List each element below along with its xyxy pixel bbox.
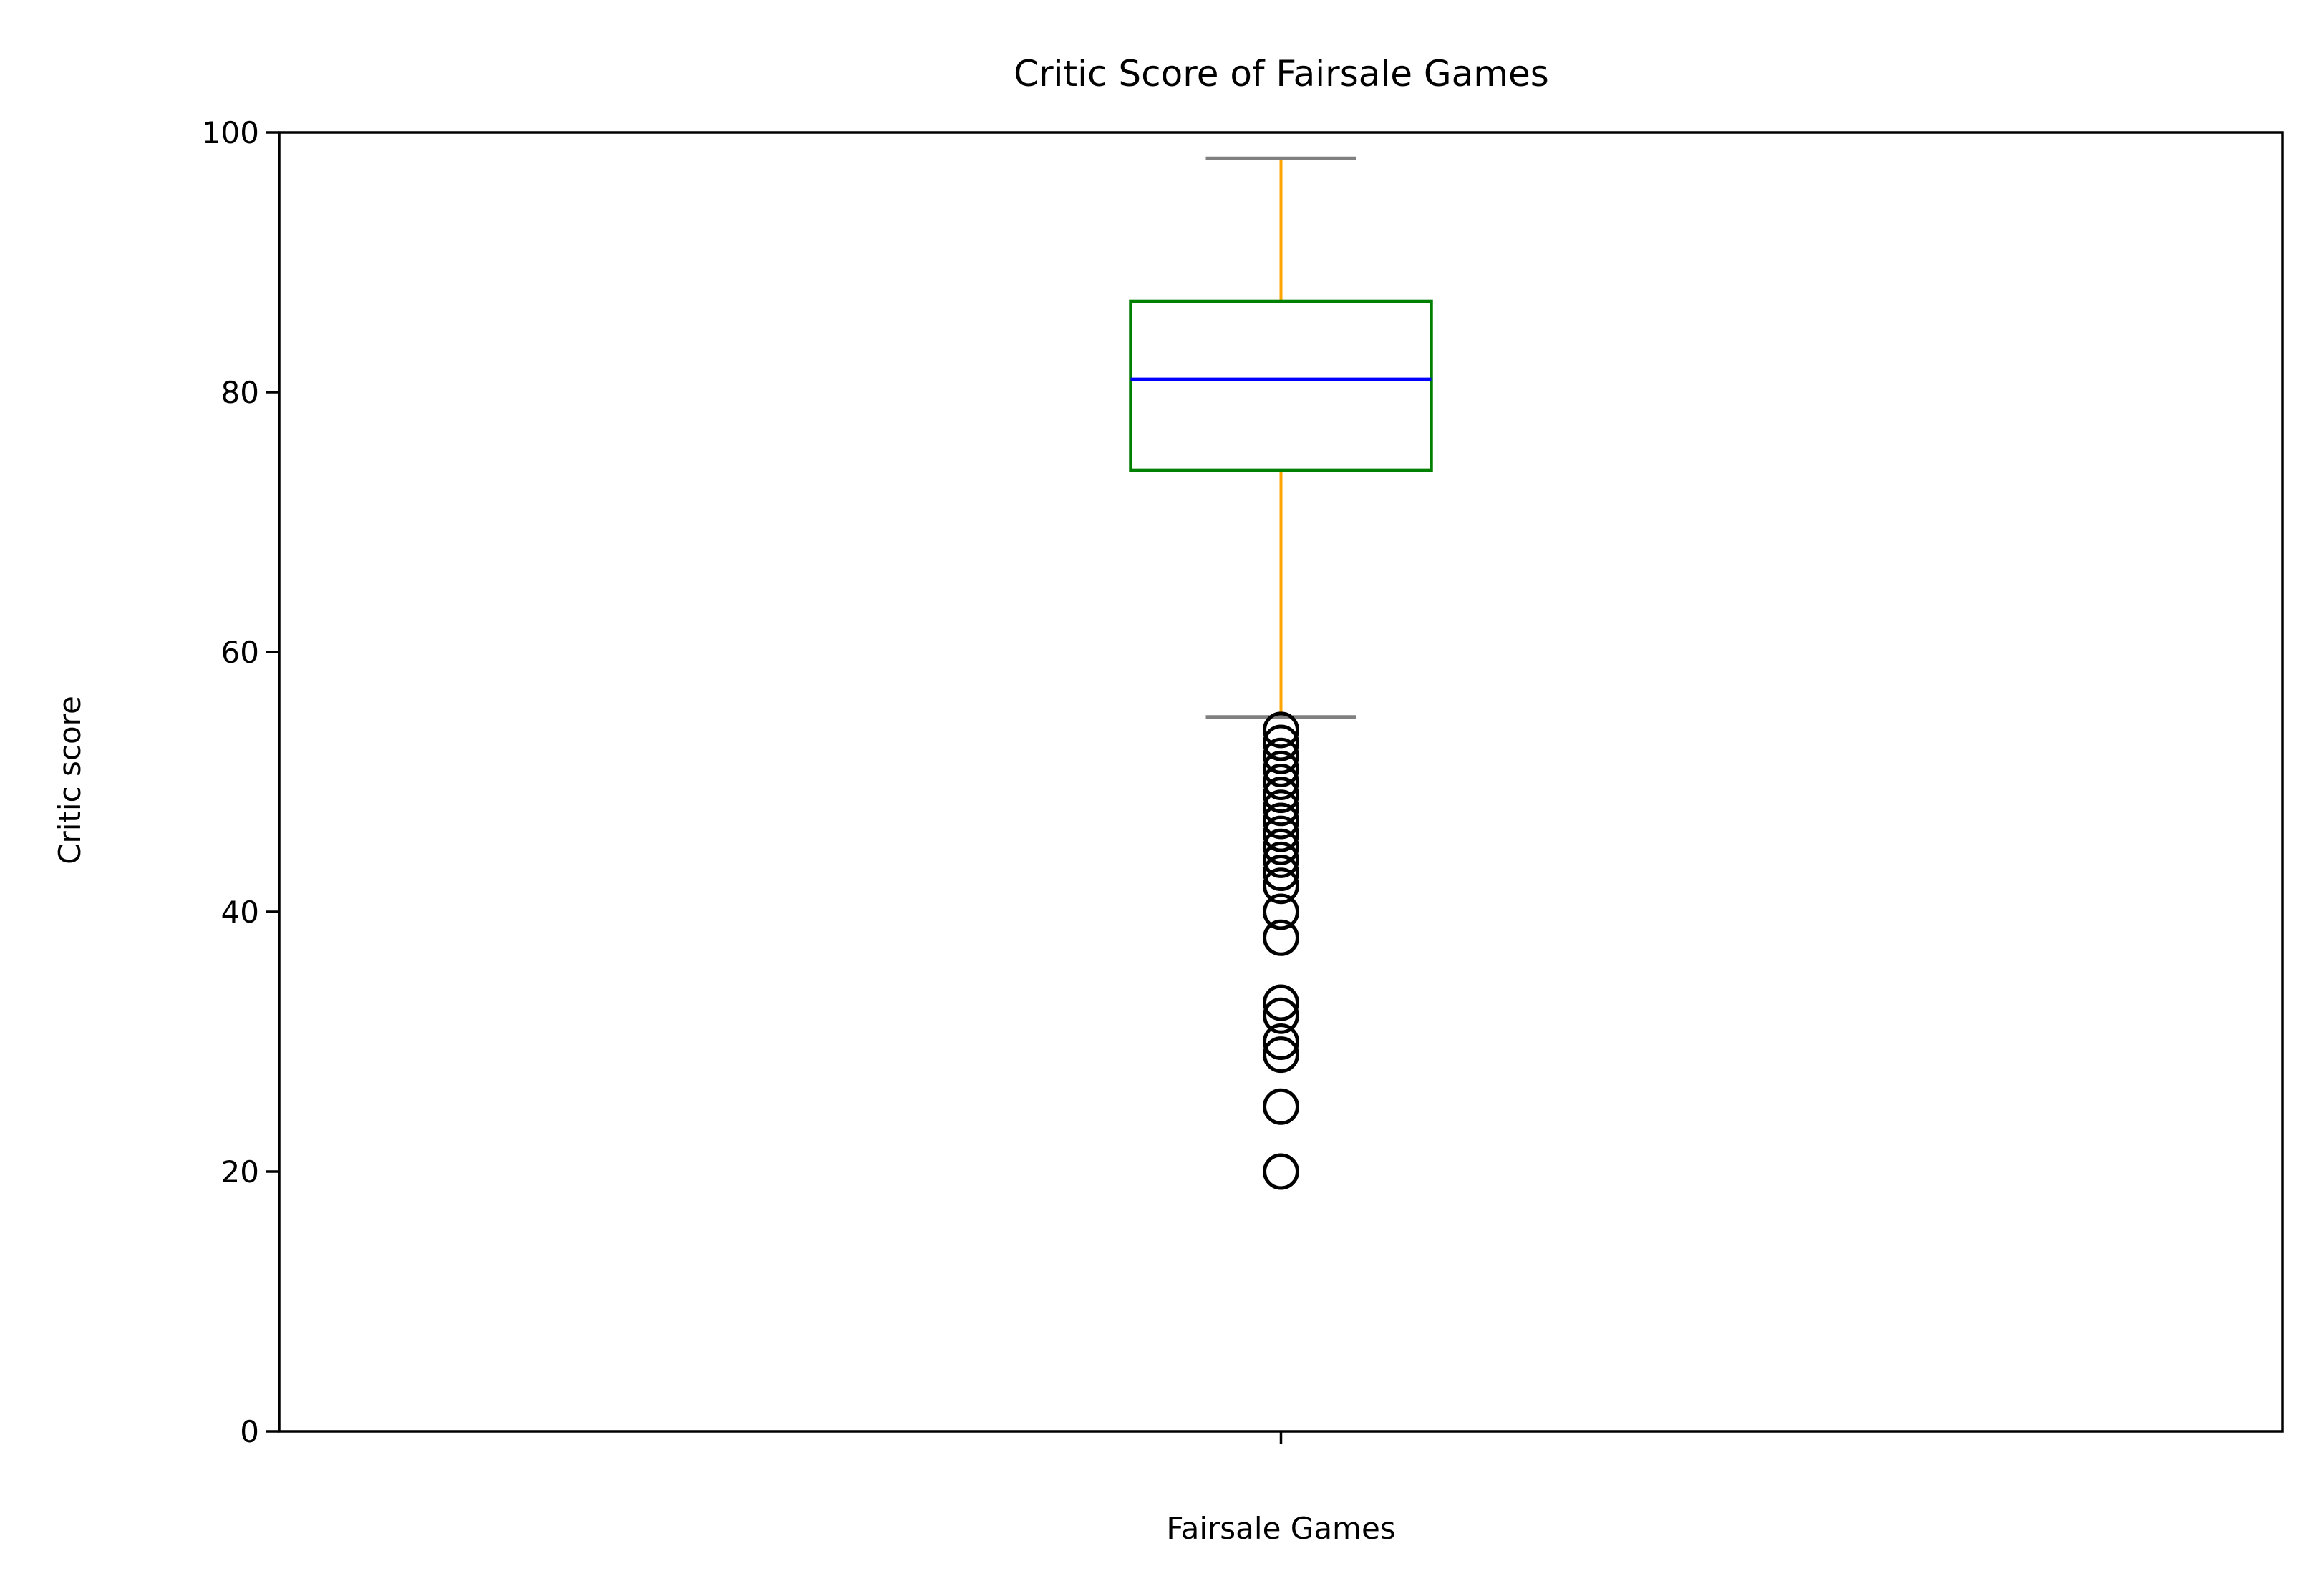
- y-axis-label: Critic score: [52, 696, 87, 865]
- outlier-point: [1263, 789, 1299, 827]
- outlier-point: [1263, 1023, 1299, 1060]
- y-tick-label: 60: [221, 635, 259, 670]
- plot-frame: [278, 131, 2284, 1433]
- outlier-point: [1263, 893, 1299, 930]
- outlier-point: [1263, 711, 1299, 749]
- outlier-point: [1263, 802, 1299, 840]
- outlier-point: [1263, 737, 1299, 774]
- outlier-point: [1263, 1153, 1299, 1190]
- x-tick-label: Fairsale Games: [1166, 1511, 1395, 1546]
- outlier-point: [1263, 1036, 1299, 1074]
- outlier-point: [1263, 764, 1299, 800]
- outlier-point: [1263, 750, 1299, 787]
- plot-area: 0 20 40 60 80 100 Fairsale Games: [202, 115, 1433, 1546]
- outlier-point: [1263, 855, 1299, 892]
- y-tick-label: 0: [240, 1414, 259, 1449]
- y-tick-label: 80: [221, 375, 259, 410]
- outlier-point: [1263, 841, 1299, 878]
- iqr-box: [1129, 299, 1433, 472]
- outlier-point: [1263, 867, 1299, 905]
- outlier-point: [1263, 777, 1299, 814]
- outlier-point: [1263, 919, 1299, 956]
- outlier-point: [1263, 828, 1299, 865]
- chart-title: Critic Score of Fairsale Games: [1014, 53, 1549, 94]
- outlier-point: [1263, 724, 1299, 761]
- outlier-point: [1263, 815, 1299, 852]
- y-tick-label: 20: [221, 1154, 259, 1189]
- y-tick-label: 40: [221, 895, 259, 930]
- y-tick-label: 100: [202, 115, 259, 150]
- outlier-point: [1263, 1088, 1299, 1125]
- outlier-point: [1263, 997, 1299, 1034]
- outlier-point: [1263, 984, 1299, 1021]
